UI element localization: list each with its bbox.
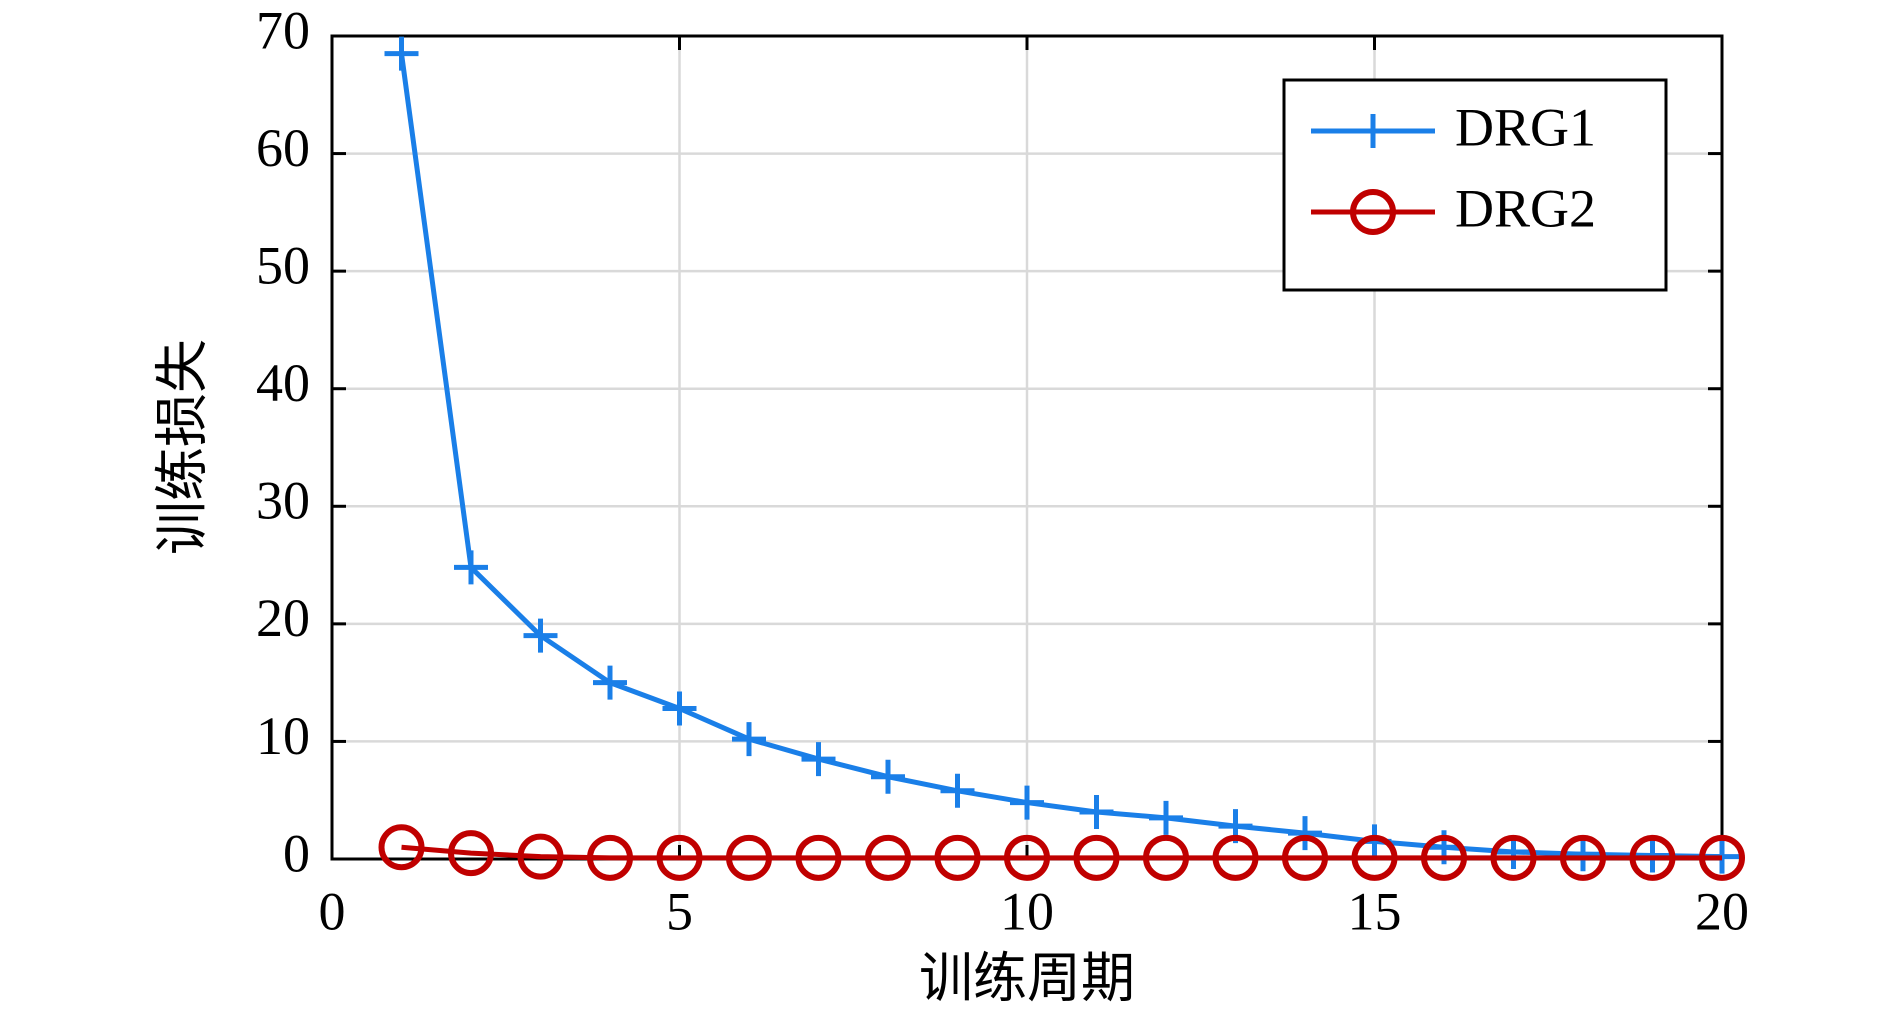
data-point [726,834,772,881]
data-point [1010,785,1044,820]
data-point [1351,834,1398,881]
data-point [1699,834,1745,881]
y-tick-label: 30 [256,471,310,531]
data-point [587,834,633,881]
x-tick-label: 20 [1695,881,1749,941]
y-axis-label: 训练损失 [152,339,212,555]
data-point [1149,800,1183,835]
data-point [1421,834,1467,881]
x-tick-label: 15 [1348,881,1402,941]
x-tick-label: 0 [319,881,346,941]
x-tick-label: 10 [1000,881,1054,941]
data-point [801,742,836,777]
data-point [1282,834,1328,881]
y-tick-label: 70 [256,0,310,60]
data-point [1004,834,1050,881]
y-tick-label: 50 [256,236,310,296]
data-point [1566,837,1600,872]
data-point [656,834,703,881]
data-point [384,36,419,71]
data-point [593,665,627,700]
data-point [1490,834,1537,881]
data-point [795,834,842,881]
data-point [871,759,905,794]
data-point [523,618,558,653]
data-point [454,550,488,585]
y-tick-label: 60 [256,118,310,178]
data-point [934,834,981,881]
legend-label: DRG1 [1455,97,1596,157]
x-tick-label: 5 [666,881,693,941]
x-axis-label: 训练周期 [919,948,1135,1008]
data-point [448,830,494,877]
legend-label: DRG2 [1455,178,1596,238]
data-point [517,833,564,880]
y-tick-label: 20 [256,588,310,648]
data-point [940,773,975,808]
data-point [732,722,766,757]
series-line [401,844,1722,861]
data-point [1073,834,1120,881]
legend-marker [1356,114,1390,148]
data-point [1079,794,1114,829]
data-point [1560,834,1606,881]
legend-box [1282,78,1668,292]
data-point [1212,834,1259,881]
data-point [1143,834,1189,881]
data-point [1629,834,1676,881]
data-point [378,824,425,871]
data-point [662,691,697,726]
y-tick-label: 0 [283,823,310,883]
legend-marker [1350,189,1396,235]
data-point [865,834,911,881]
y-tick-label: 40 [256,353,310,413]
y-tick-label: 10 [256,706,310,766]
data-point [1288,816,1322,851]
